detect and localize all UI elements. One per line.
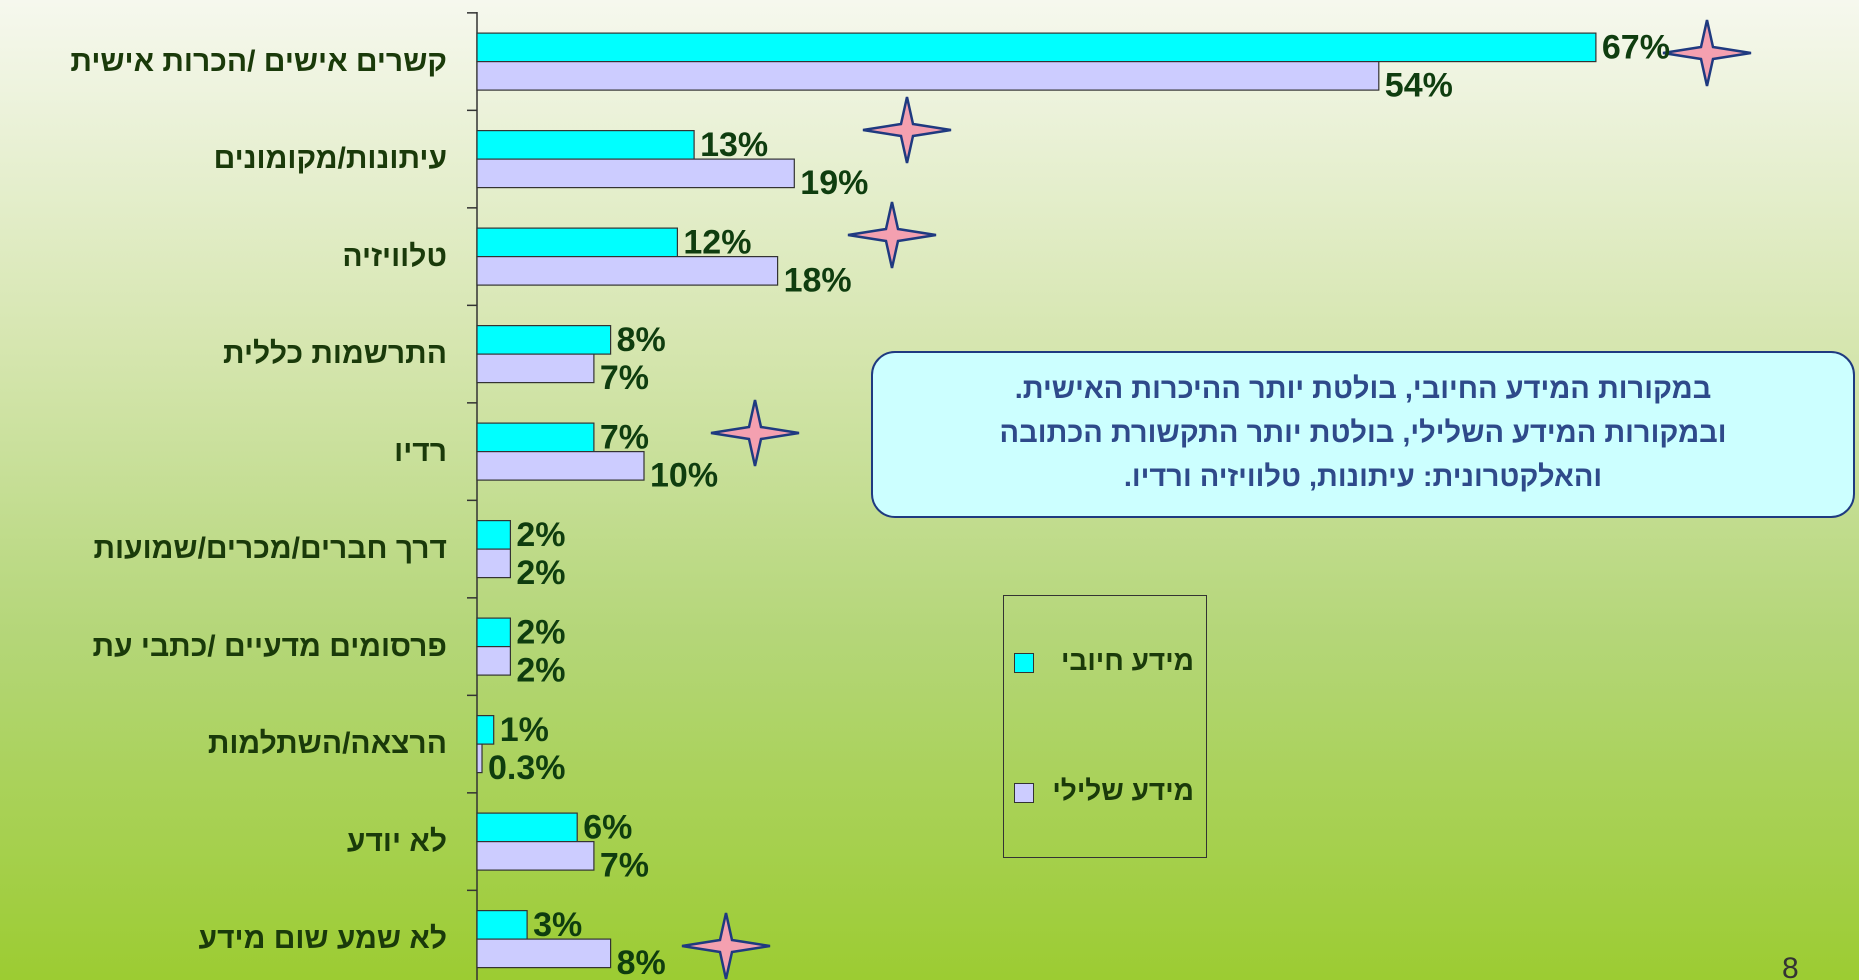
value-label: 6% [583,809,632,847]
value-label: 7% [600,419,649,457]
bar [476,938,612,969]
star [862,96,952,164]
bar [476,645,512,676]
value-label: 7% [600,359,649,397]
value-label: 2% [516,614,565,652]
value-label: 0.3% [488,749,566,787]
category-label: לא יודע [346,824,447,858]
bar [476,840,595,871]
category-label: פרסומים מדעיים /כתבי עת [92,629,448,663]
category-label: עיתונות/מקומונים [213,142,447,176]
value-label: 3% [533,906,582,944]
bar [476,130,695,160]
value-label: 54% [1385,67,1453,105]
value-label: 2% [516,554,565,592]
annotation-box: במקורות המידע החיובי, בולטת יותר ההיכרות… [871,351,1855,518]
category-label: הרצאה/השתלמות [207,727,447,761]
bar [476,325,612,355]
legend-label: מידע שלילי [1052,775,1194,806]
category-label: רדיו [394,434,447,468]
legend-label: מידע חיובי [1060,645,1194,676]
value-label: 10% [650,457,718,495]
legend-swatch [1014,653,1034,673]
bar [476,422,595,453]
category-label: טלוויזיה [342,239,447,273]
value-label: 19% [800,164,868,202]
bar [476,353,595,384]
star [681,912,771,980]
value-label: 13% [700,126,768,164]
annotation-line: והאלקטרונית: עיתונות, טלוויזיה ורדיו. [1123,461,1603,493]
bar [476,548,512,579]
bar [476,158,795,189]
bar [476,256,779,286]
star [1662,19,1752,87]
bar [476,743,483,774]
value-label: 2% [516,516,565,554]
value-label: 7% [600,847,649,885]
decorations [681,19,1752,980]
bar [476,32,1597,63]
value-label: 18% [784,262,852,300]
legend: מידע חיובי מידע שלילי [1003,595,1207,858]
bar [476,451,645,481]
bar [476,714,495,745]
value-label: 1% [500,711,549,749]
legend-swatch [1014,783,1034,803]
bar [476,617,512,648]
star [710,399,800,467]
annotation-line: ובמקורות המידע השלילי, בולטת יותר התקשור… [999,417,1727,449]
page-number: 8 [1782,952,1799,980]
category-label: דרך חברים/מכרים/שמועות [93,532,447,566]
star [847,201,937,269]
value-label: 2% [516,652,565,690]
annotation-line: במקורות המידע החיובי, בולטת יותר ההיכרות… [1014,373,1712,405]
value-label: 67% [1602,29,1670,67]
bar [476,909,528,940]
category-label: קשרים אישים /הכרות אישית [70,44,447,78]
category-label: התרשמות כללית [223,337,447,371]
value-label: 12% [683,224,751,262]
bar [476,60,1380,91]
bar [476,227,678,258]
bar [476,519,512,550]
value-label: 8% [617,944,666,980]
bar [476,812,578,843]
category-label: לא שמע שום מידע [198,922,447,956]
value-label: 8% [617,321,666,359]
